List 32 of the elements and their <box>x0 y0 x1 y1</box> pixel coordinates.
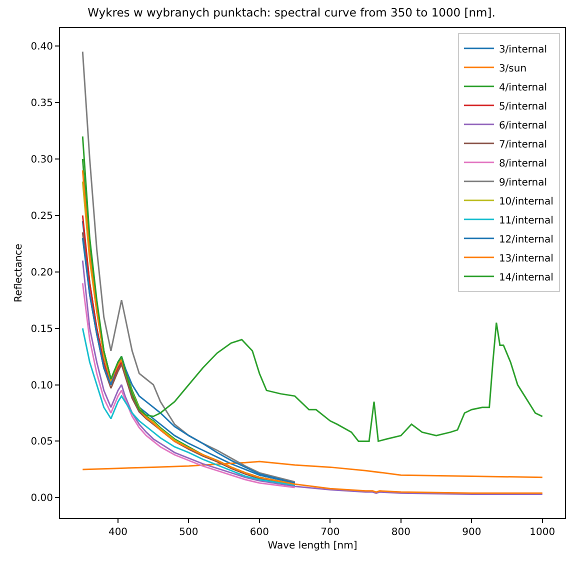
legend-label: 14/internal <box>498 272 554 284</box>
y-tick-label: 0.00 <box>30 493 53 504</box>
legend-label: 12/internal <box>498 234 554 246</box>
y-tick-label: 0.10 <box>30 380 53 392</box>
x-tick-label: 800 <box>391 527 410 538</box>
x-tick-label: 500 <box>179 527 198 538</box>
y-tick-label: 0.25 <box>30 210 53 222</box>
x-tick-label: 900 <box>462 527 482 538</box>
y-tick-label: 0.35 <box>30 98 53 110</box>
y-tick-label: 0.05 <box>30 436 53 448</box>
legend-label: 3/sun <box>498 63 527 74</box>
legend-label: 8/internal <box>498 158 548 170</box>
legend-label: 13/internal <box>498 253 554 264</box>
legend-label: 4/internal <box>498 82 548 94</box>
x-tick-label: 400 <box>108 527 128 538</box>
x-tick-label: 700 <box>320 527 340 538</box>
legend-label: 11/internal <box>498 215 554 226</box>
legend-label: 7/internal <box>498 139 548 150</box>
x-tick-label: 1000 <box>530 527 556 538</box>
x-tick-label: 600 <box>250 527 269 538</box>
legend-label: 6/internal <box>498 120 548 132</box>
legend-label: 10/internal <box>498 196 554 208</box>
y-tick-label: 0.30 <box>30 154 53 166</box>
y-tick-label: 0.40 <box>30 42 53 53</box>
chart-title: Wykres w wybranych punktach: spectral curve from 350 to 1000 [nm]. <box>88 5 496 20</box>
y-axis-title: Reflectance <box>14 244 25 302</box>
legend-label: 9/internal <box>498 177 548 188</box>
x-axis-title: Wave length [nm] <box>268 540 358 552</box>
legend-label: 5/internal <box>498 101 548 112</box>
y-tick-label: 0.20 <box>30 267 53 278</box>
legend-label: 3/internal <box>498 44 548 56</box>
y-tick-label: 0.15 <box>30 324 53 335</box>
